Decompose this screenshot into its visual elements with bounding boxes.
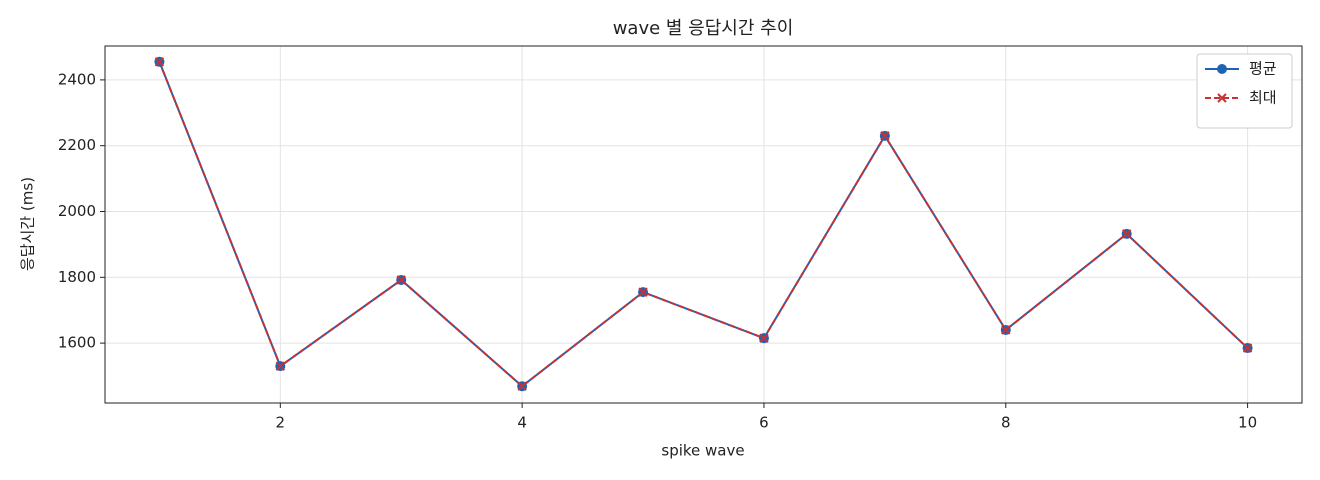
plot-frame: [104, 45, 1303, 404]
marker-stroke: [1001, 325, 1011, 335]
marker: [154, 57, 165, 67]
marker-stroke: [154, 57, 165, 67]
y-tick-label: 2000: [58, 202, 96, 220]
chart-title: wave 별 응답시간 추이: [613, 18, 794, 39]
marker: [1001, 325, 1011, 335]
y-tick-label: 1600: [58, 334, 96, 352]
marker: [1217, 64, 1227, 74]
marker: [396, 275, 406, 285]
y-tick-label: 2400: [58, 70, 96, 88]
x-tick-label: 4: [517, 414, 527, 432]
marker: [880, 131, 890, 141]
marker: [275, 361, 286, 371]
legend-label: 최대: [1249, 89, 1277, 107]
legend-box: [1196, 53, 1293, 129]
legend-label: 평균: [1249, 60, 1277, 78]
x-tick-label: 2: [276, 414, 286, 432]
marker: [1242, 343, 1253, 353]
marker-stroke: [880, 131, 890, 141]
series-line: [158, 61, 1249, 388]
y-tick-label: 1800: [58, 268, 96, 286]
marker: [638, 287, 648, 297]
marker-stroke: [638, 287, 648, 297]
marker: [1217, 93, 1227, 103]
x-tick-label: 8: [1001, 414, 1011, 432]
marker: [517, 381, 527, 391]
x-axis-label: spike wave: [661, 442, 744, 460]
marker-stroke: [275, 361, 286, 371]
marker-stroke: [759, 333, 769, 343]
marker: [759, 333, 769, 343]
marker-stroke: [1242, 343, 1253, 353]
marker-stroke: [1121, 229, 1132, 239]
y-axis-label: 응답시간 (ms): [19, 177, 37, 271]
y-tick-label: 2200: [58, 136, 96, 154]
marker-stroke: [517, 381, 527, 391]
x-tick-label: 10: [1238, 414, 1257, 432]
x-tick-label: 6: [759, 414, 769, 432]
marker-stroke: [1217, 93, 1227, 103]
marker: [1121, 229, 1132, 239]
marker-stroke: [396, 275, 406, 285]
